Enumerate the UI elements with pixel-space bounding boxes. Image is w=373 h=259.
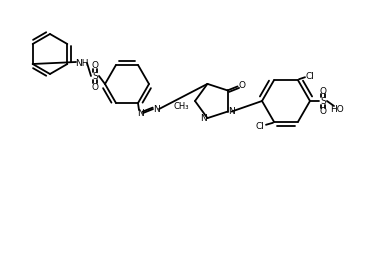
Text: CH₃: CH₃ [173, 102, 189, 111]
Text: O: O [238, 81, 245, 90]
Text: Cl: Cl [256, 122, 264, 131]
Text: O: O [320, 106, 326, 116]
Text: O: O [320, 87, 326, 96]
Text: O: O [91, 61, 98, 69]
Text: N: N [137, 109, 143, 118]
Text: N: N [200, 114, 207, 123]
Text: S: S [92, 71, 98, 81]
Text: HO: HO [330, 104, 344, 113]
Text: Cl: Cl [305, 72, 314, 81]
Text: NH: NH [75, 59, 89, 68]
Text: O: O [91, 83, 98, 91]
Text: N: N [228, 107, 235, 116]
Text: S: S [320, 97, 326, 105]
Text: N: N [153, 105, 159, 113]
